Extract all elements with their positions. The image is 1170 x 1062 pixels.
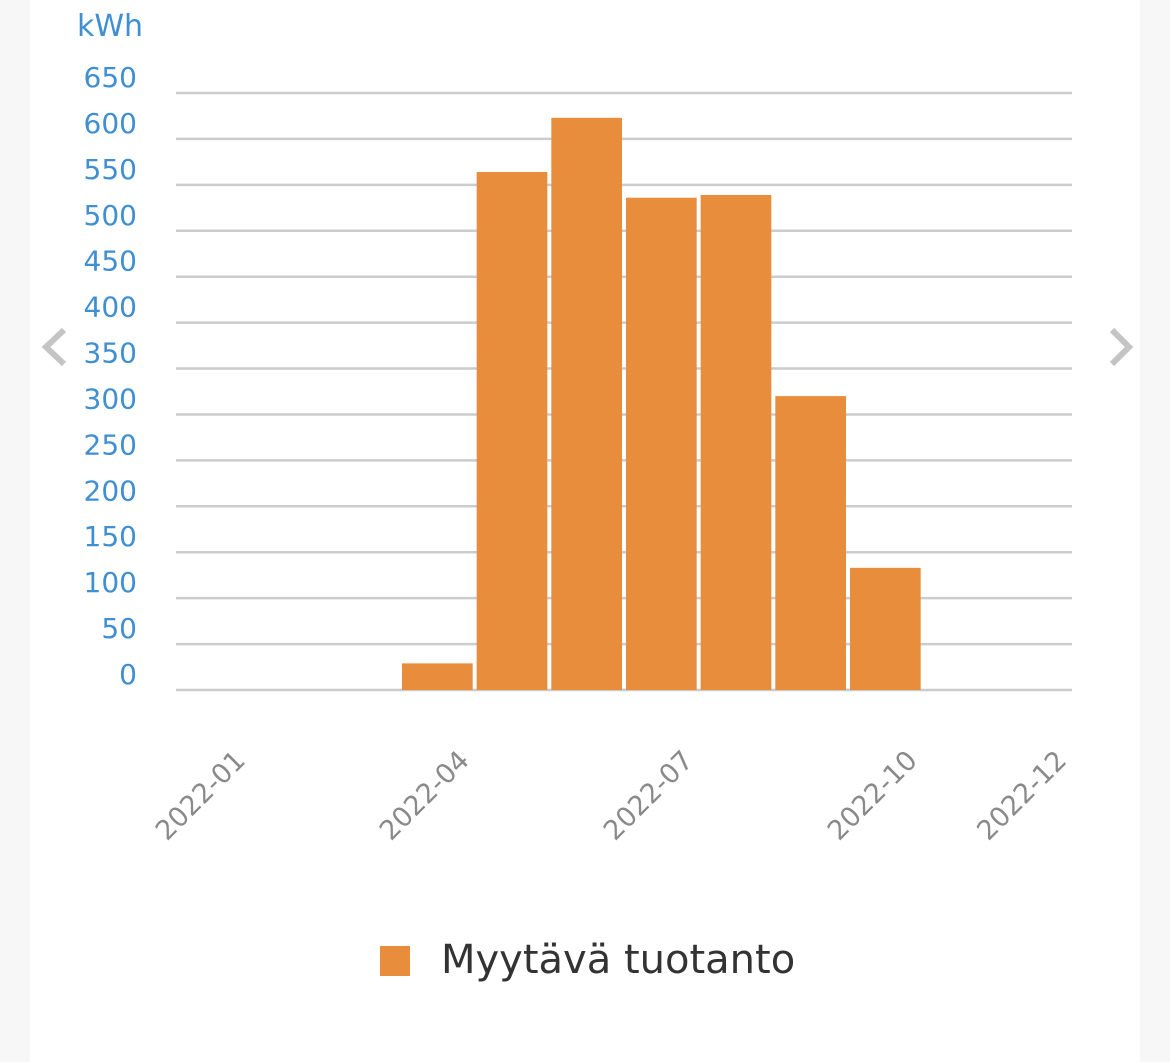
x-tick-label: 2022-04 xyxy=(374,745,476,847)
bar-2022-09[interactable] xyxy=(775,396,846,690)
y-tick-label: 550 xyxy=(84,153,137,186)
y-tick-label: 50 xyxy=(101,612,137,645)
y-tick-label: 450 xyxy=(84,245,137,278)
x-tick-label: 2022-01 xyxy=(150,745,252,847)
x-tick-label: 2022-12 xyxy=(971,745,1073,847)
bar-2022-04[interactable] xyxy=(402,663,473,690)
x-tick-label: 2022-07 xyxy=(598,745,700,847)
y-tick-label: 200 xyxy=(84,474,137,507)
chevron-left-icon[interactable] xyxy=(41,327,67,367)
y-tick-label: 250 xyxy=(84,428,137,461)
y-tick-label: 100 xyxy=(84,566,137,599)
y-tick-label: 150 xyxy=(84,520,137,553)
y-tick-label: 650 xyxy=(84,61,137,94)
y-tick-label: 400 xyxy=(84,291,137,324)
y-tick-label: 600 xyxy=(84,107,137,140)
y-tick-label: 350 xyxy=(84,337,137,370)
y-axis-label: kWh xyxy=(77,9,143,44)
bar-2022-08[interactable] xyxy=(700,194,772,691)
y-tick-label: 0 xyxy=(119,658,137,691)
chevron-right-icon[interactable] xyxy=(1109,327,1134,367)
legend-swatch xyxy=(380,946,410,976)
bar-2022-06[interactable] xyxy=(551,117,622,690)
bar-2022-07[interactable] xyxy=(626,197,697,690)
legend-label[interactable]: Myytävä tuotanto xyxy=(441,937,795,983)
y-tick-label: 500 xyxy=(84,199,137,232)
bar-2022-10[interactable] xyxy=(850,567,921,690)
x-tick-label: 2022-10 xyxy=(822,745,924,847)
bar-2022-05[interactable] xyxy=(476,171,548,691)
y-tick-label: 300 xyxy=(84,382,137,415)
